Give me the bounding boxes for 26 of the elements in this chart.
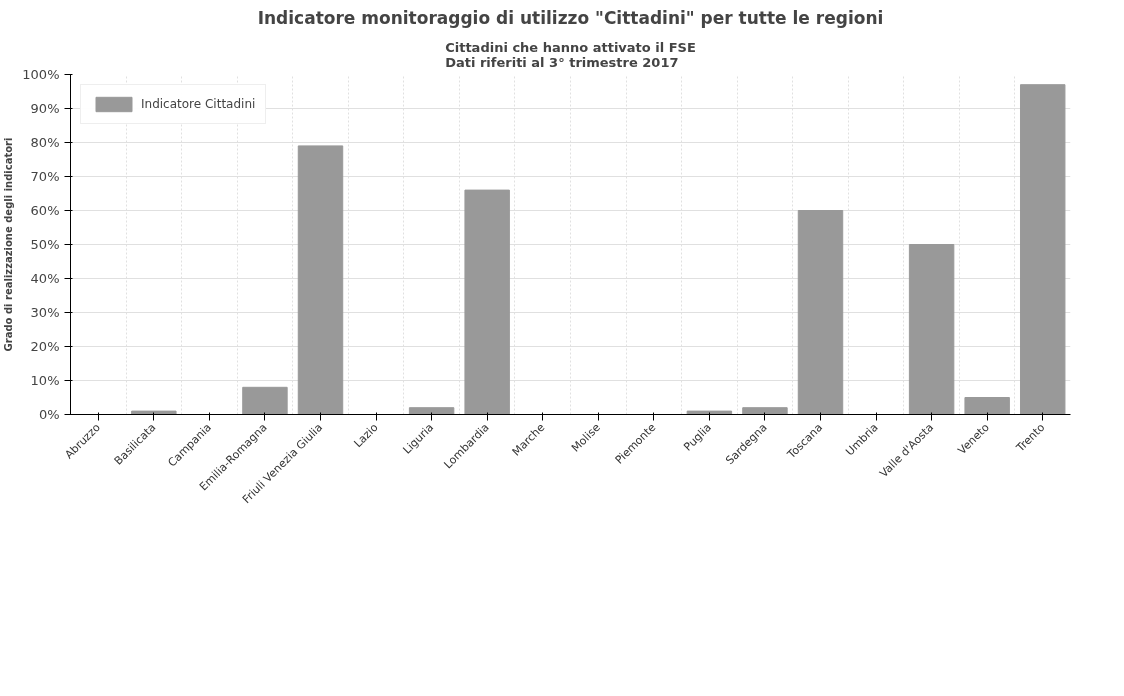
chart-title: Indicatore monitoraggio di utilizzo "Cittadini" per tutte le regioni — [257, 7, 884, 28]
bar — [464, 189, 510, 415]
bar — [964, 397, 1010, 415]
y-tick-label: 30% — [30, 305, 60, 320]
bar — [797, 210, 844, 415]
y-tick-label: 80% — [30, 135, 60, 150]
bar — [1020, 84, 1066, 415]
bar — [408, 407, 455, 415]
y-tick-label: 70% — [30, 169, 60, 184]
y-tick-label: 90% — [30, 101, 60, 116]
y-tick-label: 100% — [22, 67, 60, 82]
y-tick-label: 50% — [30, 237, 60, 252]
bar — [297, 145, 344, 415]
y-tick-label: 40% — [30, 271, 60, 286]
y-axis-title: Grado di realizzazione degli indicatori — [3, 137, 15, 352]
chart-subtitle: Cittadini che hanno attivato il FSE Dati riferiti al 3° trimestre 2017 — [445, 39, 696, 70]
bar — [908, 244, 955, 415]
y-tick-label: 0% — [38, 407, 60, 422]
y-tick-label: 60% — [30, 203, 60, 218]
bar — [242, 386, 288, 415]
y-tick-label: 10% — [30, 373, 60, 388]
bar — [131, 410, 177, 415]
bar — [742, 407, 788, 415]
legend-label: Indicatore Cittadini — [141, 97, 256, 111]
y-tick-label: 20% — [30, 339, 60, 354]
bar — [686, 410, 733, 415]
